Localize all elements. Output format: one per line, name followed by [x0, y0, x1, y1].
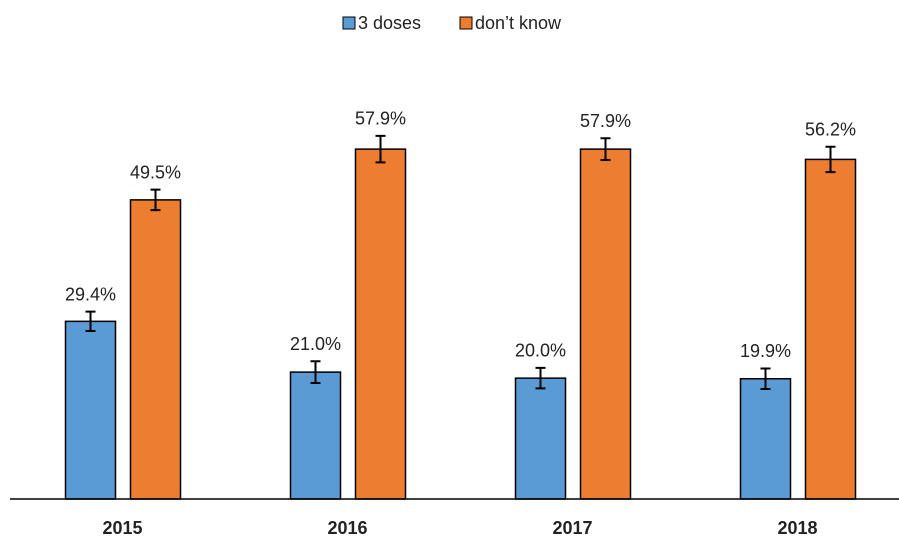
- error-bar: [760, 367, 771, 391]
- bar: [129, 199, 182, 500]
- bar: [354, 148, 407, 500]
- error-bar: [150, 188, 161, 212]
- error-bar: [375, 134, 386, 164]
- legend-label: 3 doses: [358, 13, 421, 33]
- value-label: 57.9%: [355, 109, 406, 129]
- x-tick-label: 2015: [102, 518, 142, 538]
- x-tick-label: 2018: [777, 518, 817, 538]
- legend-swatch: [342, 16, 356, 30]
- value-label: 57.9%: [580, 111, 631, 131]
- x-tick-label: 2016: [327, 518, 367, 538]
- error-bar: [310, 360, 321, 384]
- error-bar: [825, 145, 836, 174]
- x-tick-label: 2017: [552, 518, 592, 538]
- value-label: 21.0%: [290, 334, 341, 354]
- error-bar: [600, 137, 611, 161]
- bar: [739, 377, 792, 500]
- legend-swatch: [459, 16, 473, 30]
- value-label: 49.5%: [130, 162, 181, 182]
- bar: [804, 158, 857, 500]
- bar: [579, 148, 632, 500]
- bar: [289, 371, 342, 500]
- error-bar: [85, 310, 96, 333]
- value-label: 29.4%: [65, 284, 116, 304]
- bar: [64, 320, 117, 500]
- bar: [514, 377, 567, 500]
- legend-label: don’t know: [475, 13, 562, 33]
- value-label: 56.2%: [805, 119, 856, 139]
- value-label: 20.0%: [515, 341, 566, 361]
- value-label: 19.9%: [740, 341, 791, 361]
- error-bar: [535, 366, 546, 390]
